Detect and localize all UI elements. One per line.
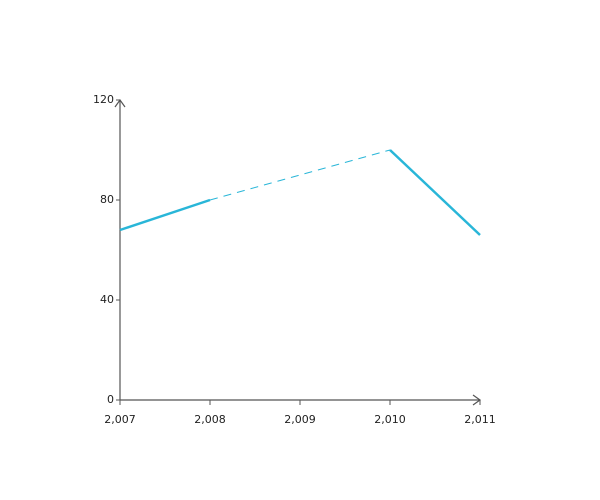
x-tick-label: 2,009	[284, 413, 316, 426]
y-tick-label: 80	[100, 193, 114, 206]
x-tick-label: 2,007	[104, 413, 136, 426]
x-tick-label: 2,011	[464, 413, 496, 426]
x-tick-label: 2,010	[374, 413, 406, 426]
gap-connector	[209, 149, 391, 201]
x-tick-label: 2,008	[194, 413, 226, 426]
line	[119, 149, 481, 236]
y-tick-label: 0	[107, 393, 114, 406]
y-tick-label: 40	[100, 293, 114, 306]
y-tick-label: 120	[93, 93, 114, 106]
